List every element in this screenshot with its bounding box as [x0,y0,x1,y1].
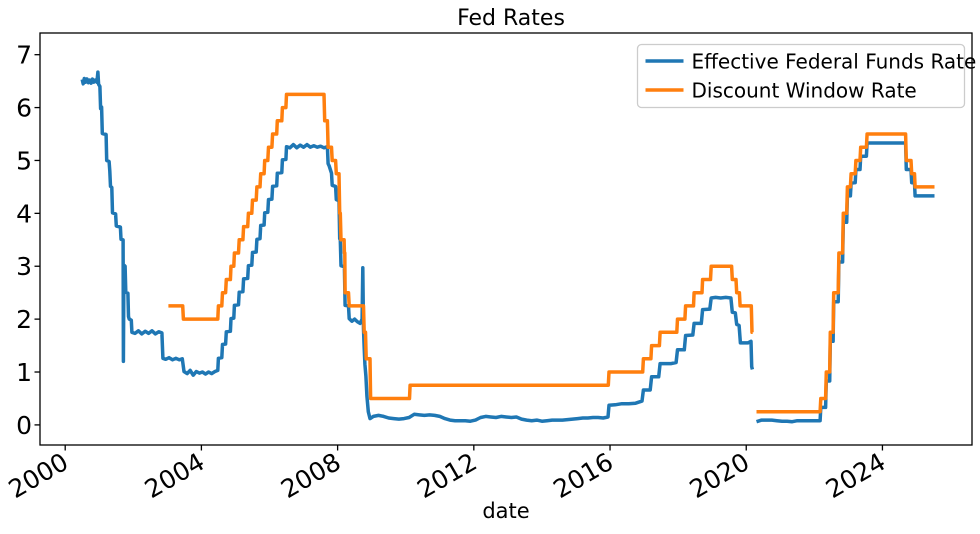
legend-label-0: Effective Federal Funds Rate [692,50,977,74]
x-tick-label: 2012 [412,447,482,504]
x-tick-label: 2016 [548,447,618,504]
x-tick-label: 2004 [140,447,210,504]
chart-title: Fed Rates [457,6,565,31]
y-tick-label: 3 [16,252,32,281]
series-line-effective-federal-funds-rate [80,70,935,424]
y-tick-label: 4 [16,199,32,228]
y-tick-label: 6 [16,94,32,123]
x-tick-label: 2000 [4,447,74,504]
y-tick-label: 5 [16,146,32,175]
legend-box [636,43,966,109]
y-tick-label: 1 [16,358,32,387]
legend-label-1: Discount Window Rate [692,79,917,103]
x-tick-label: 2020 [685,447,755,504]
y-tick-label: 7 [16,41,32,70]
axes-spines [39,32,973,446]
y-tick-label: 2 [16,305,32,334]
x-axis-label: date [482,499,529,523]
x-tick-label: 2008 [276,447,346,504]
legend: Effective Federal Funds Rate Discount Win… [636,43,977,109]
x-tick-label: 2024 [821,447,891,504]
series-line-discount-window-rate [168,92,935,414]
y-tick-label: 0 [16,411,32,440]
